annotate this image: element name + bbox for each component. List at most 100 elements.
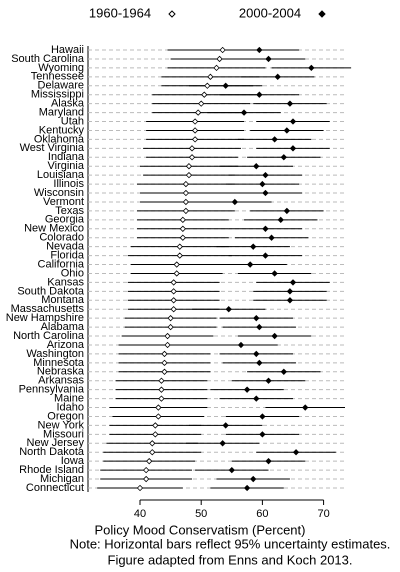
x-tick-label: 50 bbox=[195, 508, 207, 520]
point bbox=[219, 46, 226, 54]
point bbox=[161, 350, 168, 358]
y-tick-label: Indiana bbox=[48, 151, 85, 163]
point bbox=[170, 288, 177, 295]
point bbox=[253, 395, 260, 402]
point bbox=[225, 306, 232, 313]
point bbox=[142, 475, 150, 483]
point bbox=[277, 216, 284, 224]
point bbox=[191, 118, 199, 125]
point bbox=[179, 216, 187, 224]
point bbox=[216, 55, 223, 63]
point bbox=[149, 449, 156, 456]
point bbox=[219, 440, 226, 447]
y-tick-label: Virginia bbox=[48, 160, 85, 172]
y-tick-label: Oklahoma bbox=[34, 133, 85, 145]
point bbox=[158, 395, 165, 402]
point bbox=[155, 404, 162, 411]
point bbox=[259, 431, 266, 438]
point bbox=[280, 154, 287, 161]
y-tick-label: Maryland bbox=[39, 106, 84, 118]
point bbox=[146, 458, 153, 465]
y-tick-label: New Hampshire bbox=[6, 312, 84, 324]
y-tick-label: Michigan bbox=[40, 473, 84, 485]
point bbox=[250, 475, 257, 483]
point bbox=[152, 422, 159, 429]
x-axis-label: Policy Mood Conservatism (Percent) bbox=[95, 522, 306, 537]
point bbox=[179, 234, 187, 241]
point bbox=[161, 368, 168, 375]
point bbox=[182, 189, 190, 197]
point bbox=[188, 145, 196, 152]
point bbox=[265, 377, 272, 384]
point bbox=[280, 368, 287, 375]
point bbox=[259, 180, 266, 188]
point bbox=[256, 323, 263, 331]
point bbox=[194, 109, 202, 116]
point bbox=[158, 377, 165, 384]
point bbox=[182, 180, 190, 188]
point bbox=[185, 163, 193, 170]
point bbox=[308, 64, 315, 72]
point bbox=[170, 279, 177, 286]
note: Note: Horizontal bars reflect 95% uncert… bbox=[70, 536, 391, 551]
point bbox=[256, 46, 263, 54]
point bbox=[188, 154, 196, 161]
point bbox=[271, 270, 278, 277]
point bbox=[271, 136, 278, 143]
point bbox=[185, 171, 193, 179]
point bbox=[176, 252, 183, 259]
y-tick-label: Hawaii bbox=[51, 44, 84, 56]
y-tick-label: Washington bbox=[26, 348, 84, 360]
point bbox=[179, 225, 187, 232]
point bbox=[262, 252, 269, 259]
point bbox=[289, 279, 297, 286]
point bbox=[201, 91, 208, 98]
y-tick-label: Kansas bbox=[47, 276, 84, 288]
point bbox=[142, 466, 150, 474]
point bbox=[155, 413, 162, 420]
point bbox=[158, 386, 165, 393]
y-tick-label: Georgia bbox=[45, 214, 85, 226]
y-tick-label: Louisiana bbox=[37, 169, 85, 181]
y-tick-label: Montana bbox=[41, 294, 85, 306]
y-tick-label: Nevada bbox=[46, 241, 85, 253]
point bbox=[170, 306, 177, 313]
legend-marker bbox=[318, 10, 326, 18]
legend-label: 2000-2004 bbox=[239, 5, 301, 20]
point bbox=[259, 413, 266, 420]
point bbox=[268, 234, 275, 241]
y-tick-label: Arkansas bbox=[38, 375, 84, 387]
point bbox=[262, 189, 269, 197]
point bbox=[253, 350, 260, 358]
point bbox=[286, 288, 294, 295]
point bbox=[253, 314, 260, 322]
point bbox=[262, 225, 269, 232]
point bbox=[289, 118, 297, 125]
x-tick-label: 70 bbox=[317, 508, 329, 520]
y-tick-label: Tennessee bbox=[31, 71, 84, 83]
point bbox=[164, 341, 171, 349]
point bbox=[167, 314, 174, 322]
point bbox=[243, 484, 251, 492]
y-tick-label: Minnesota bbox=[33, 357, 85, 369]
legend-label: 1960-1964 bbox=[89, 5, 151, 20]
point bbox=[246, 261, 254, 268]
y-tick-label: South Carolina bbox=[11, 53, 85, 65]
point bbox=[231, 198, 239, 206]
y-tick-label: New York bbox=[38, 419, 85, 431]
legend-marker bbox=[168, 10, 176, 18]
point bbox=[274, 73, 281, 80]
y-tick-label: Massachusetts bbox=[11, 303, 85, 315]
y-tick-label: Oregon bbox=[47, 410, 84, 422]
point bbox=[164, 332, 171, 340]
y-tick-label: North Carolina bbox=[13, 330, 85, 342]
point bbox=[182, 198, 190, 206]
y-tick-label: Utah bbox=[61, 115, 84, 127]
y-tick-label: Wyoming bbox=[38, 62, 84, 74]
y-tick-label: Rhode Island bbox=[19, 464, 84, 476]
point bbox=[283, 127, 291, 134]
y-tick-label: South Dakota bbox=[17, 285, 85, 297]
point bbox=[191, 127, 199, 134]
y-tick-label: Illinois bbox=[53, 178, 84, 190]
